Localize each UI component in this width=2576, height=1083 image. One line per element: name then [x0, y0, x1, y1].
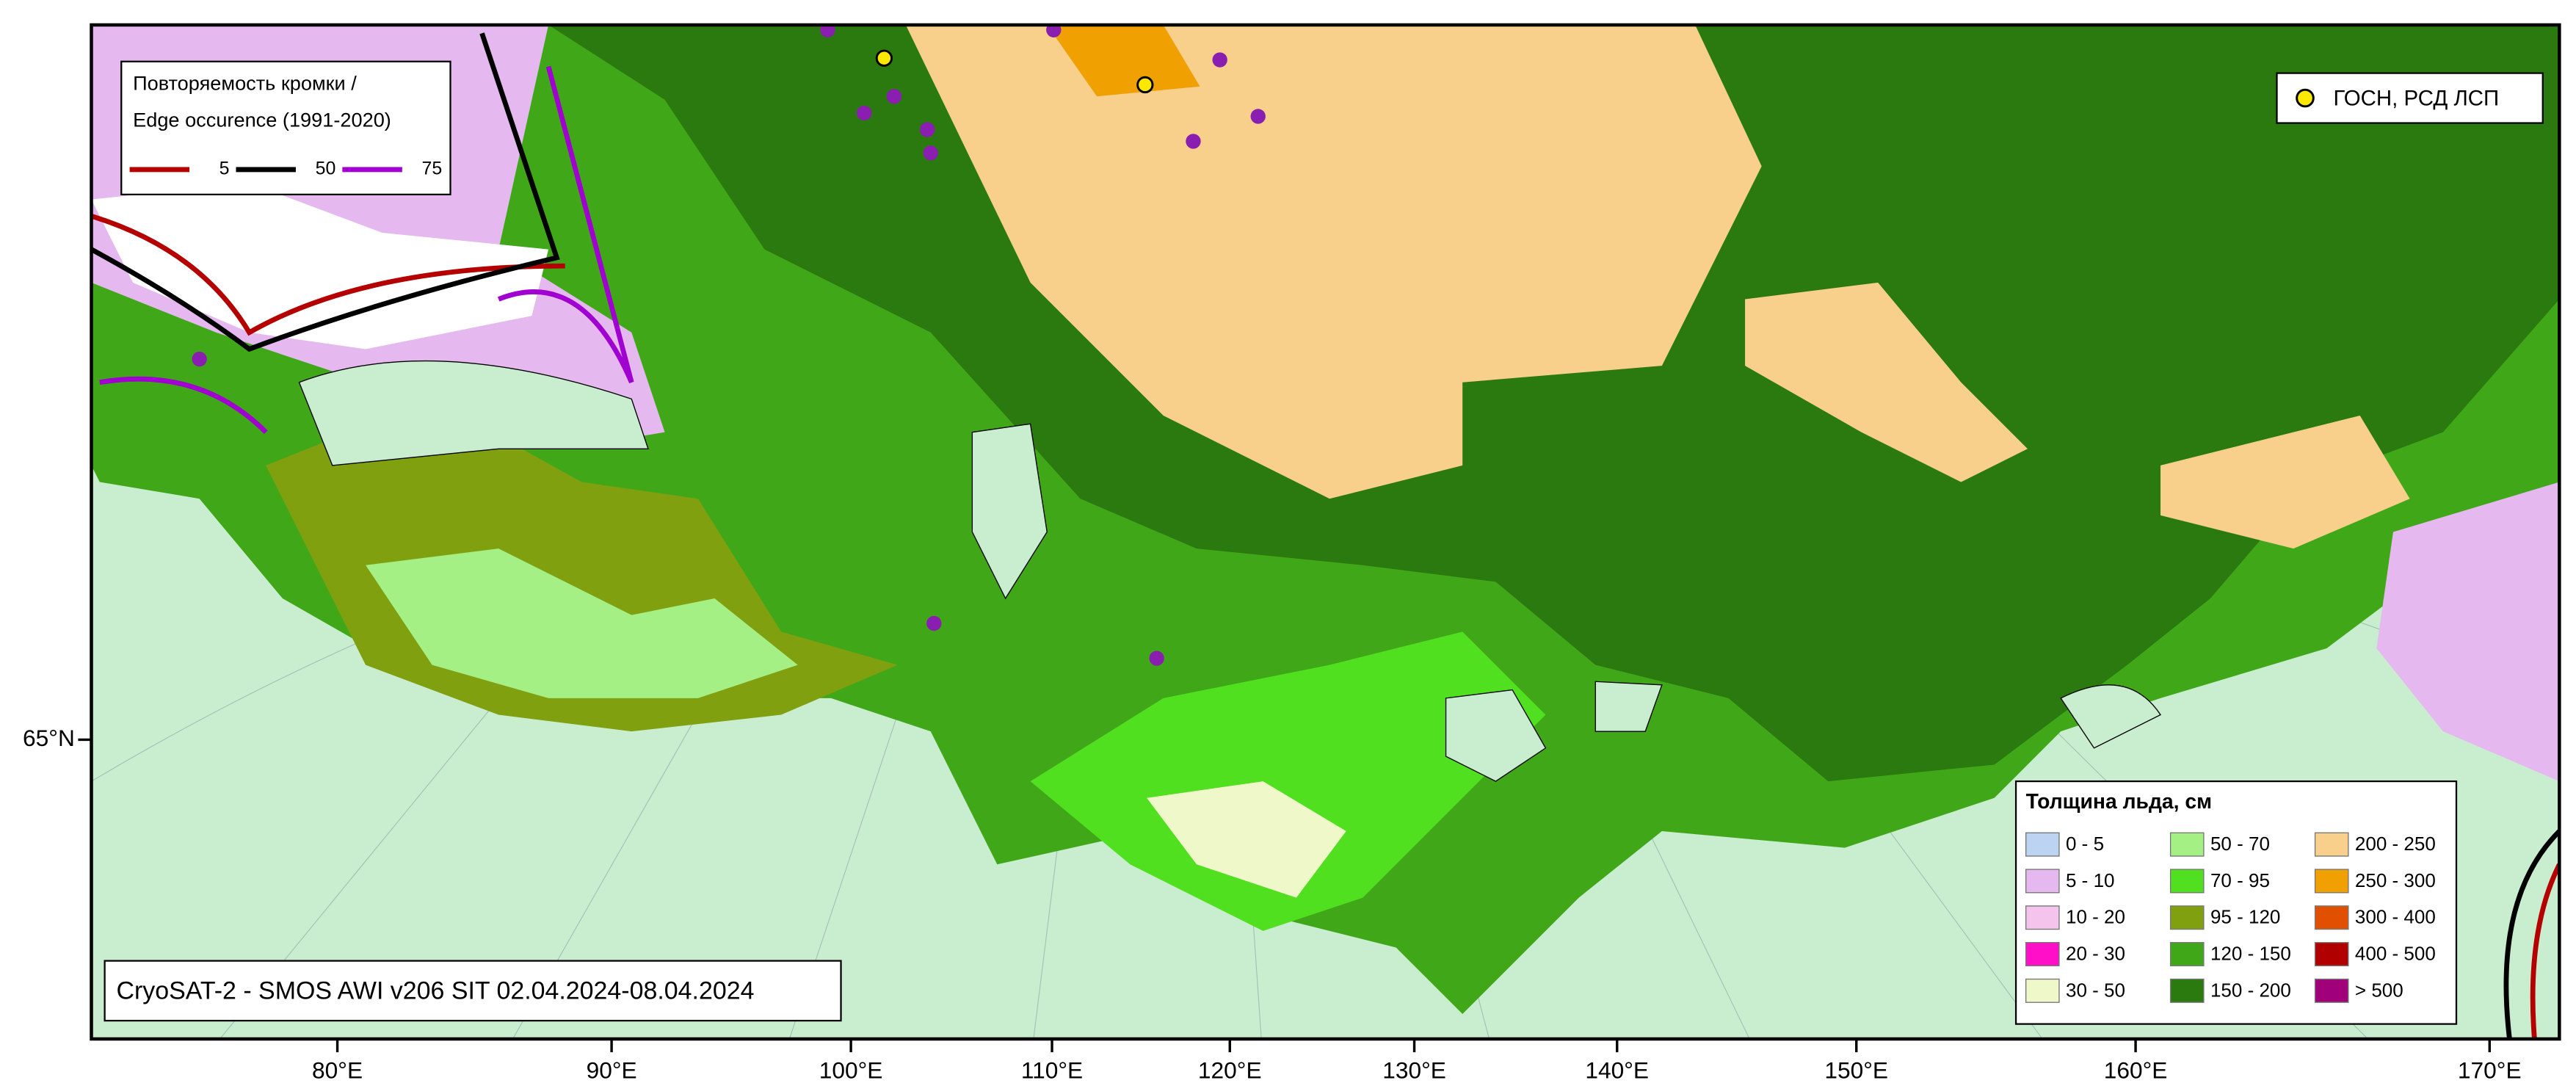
edge-legend-box	[120, 60, 451, 196]
lon-label: 110°E	[1021, 1057, 1083, 1083]
taymyr-land	[298, 360, 649, 466]
edge-legend-label: 50	[316, 159, 336, 179]
edge-legend-label: 5	[219, 159, 230, 179]
thickness-swatch	[2314, 942, 2349, 967]
thickness-label: 20 - 30	[2066, 943, 2125, 965]
map-frame	[90, 23, 2561, 1041]
wrangel-island	[2060, 684, 2162, 749]
lon-label: 170°E	[2458, 1057, 2522, 1083]
thickness-legend-title: Толщина льда, см	[2026, 789, 2212, 813]
thickness-label: > 500	[2355, 979, 2403, 1001]
thickness-swatch	[2025, 978, 2060, 1003]
ice-70-95	[1030, 631, 1546, 931]
thickness-swatch	[2025, 832, 2060, 857]
source-box	[104, 960, 842, 1022]
ice-30-50	[1147, 781, 1346, 898]
edge-legend-title: Edge occurence (1991-2020)	[133, 108, 391, 131]
edge-line-75	[99, 65, 634, 435]
edge-line-50	[91, 32, 560, 352]
edge-line-5	[91, 214, 565, 336]
ice-5-10b	[2376, 482, 2560, 782]
thickness-label: 0 - 5	[2066, 833, 2104, 855]
thickness-label: 400 - 500	[2355, 943, 2436, 965]
thickness-swatch	[2169, 978, 2205, 1003]
open-water	[91, 183, 549, 349]
thickness-swatch	[2025, 869, 2060, 894]
stations-purple	[192, 24, 1266, 666]
thickness-label: 95 - 120	[2210, 906, 2280, 928]
map-body	[91, 24, 2560, 1040]
thickness-label: 50 - 70	[2210, 833, 2270, 855]
lon-label: 90°E	[587, 1057, 637, 1083]
novosibirsk-islands	[1445, 681, 1663, 782]
station-legend-symbol	[2296, 88, 2315, 108]
station-legend-box	[2276, 72, 2544, 124]
ice-50-70	[366, 548, 798, 698]
ice-200-250	[905, 24, 1762, 499]
lon-label: 130°E	[1382, 1057, 1446, 1083]
thickness-swatch	[2169, 832, 2205, 857]
source-label: CryoSAT-2 - SMOS AWI v206 SIT 02.04.2024…	[116, 977, 754, 1005]
lat-label: 65°N	[23, 725, 75, 751]
edge-legend-title: Повторяемость кромки /	[133, 72, 357, 95]
edge-legend-label: 75	[422, 159, 443, 179]
thickness-legend-box	[2014, 780, 2458, 1025]
station-legend-label: ГОСН, РСД ЛСП	[2333, 87, 2499, 111]
thickness-label: 30 - 50	[2066, 979, 2125, 1001]
lon-label: 140°E	[1585, 1057, 1649, 1083]
edge-line-50-east	[2503, 829, 2560, 1040]
thickness-label: 70 - 95	[2210, 869, 2270, 891]
lon-label: 100°E	[819, 1057, 883, 1083]
lon-label: 160°E	[2104, 1057, 2168, 1083]
thickness-swatch	[2314, 832, 2349, 857]
stations-yellow	[875, 49, 1154, 94]
thickness-swatch	[2314, 905, 2349, 930]
ice-200-250c	[2160, 416, 2410, 549]
thickness-label: 120 - 150	[2210, 943, 2291, 965]
thickness-label: 250 - 300	[2355, 869, 2436, 891]
thickness-swatch	[2314, 978, 2349, 1003]
thickness-swatch	[2025, 942, 2060, 967]
thickness-swatch	[2169, 942, 2205, 967]
legends: Повторяемость кромки / Edge occurence (19…	[23, 60, 2544, 1083]
ice-200-250b	[1745, 282, 2028, 482]
lon-label: 150°E	[1824, 1057, 1888, 1083]
thickness-label: 5 - 10	[2066, 869, 2115, 891]
thickness-label: 150 - 200	[2210, 979, 2291, 1001]
severnaya-zemlya	[971, 423, 1048, 600]
thickness-swatch	[2169, 905, 2205, 930]
ice-250-300	[1047, 24, 1200, 97]
edge-line-5-east	[2530, 863, 2560, 1040]
thickness-swatch	[2169, 869, 2205, 894]
thickness-swatch	[2025, 905, 2060, 930]
thickness-label: 300 - 400	[2355, 906, 2436, 928]
thickness-label: 200 - 250	[2355, 833, 2436, 855]
thickness-label: 10 - 20	[2066, 906, 2125, 928]
lon-label: 120°E	[1198, 1057, 1262, 1083]
thickness-swatch	[2314, 869, 2349, 894]
lon-label: 80°E	[312, 1057, 363, 1083]
